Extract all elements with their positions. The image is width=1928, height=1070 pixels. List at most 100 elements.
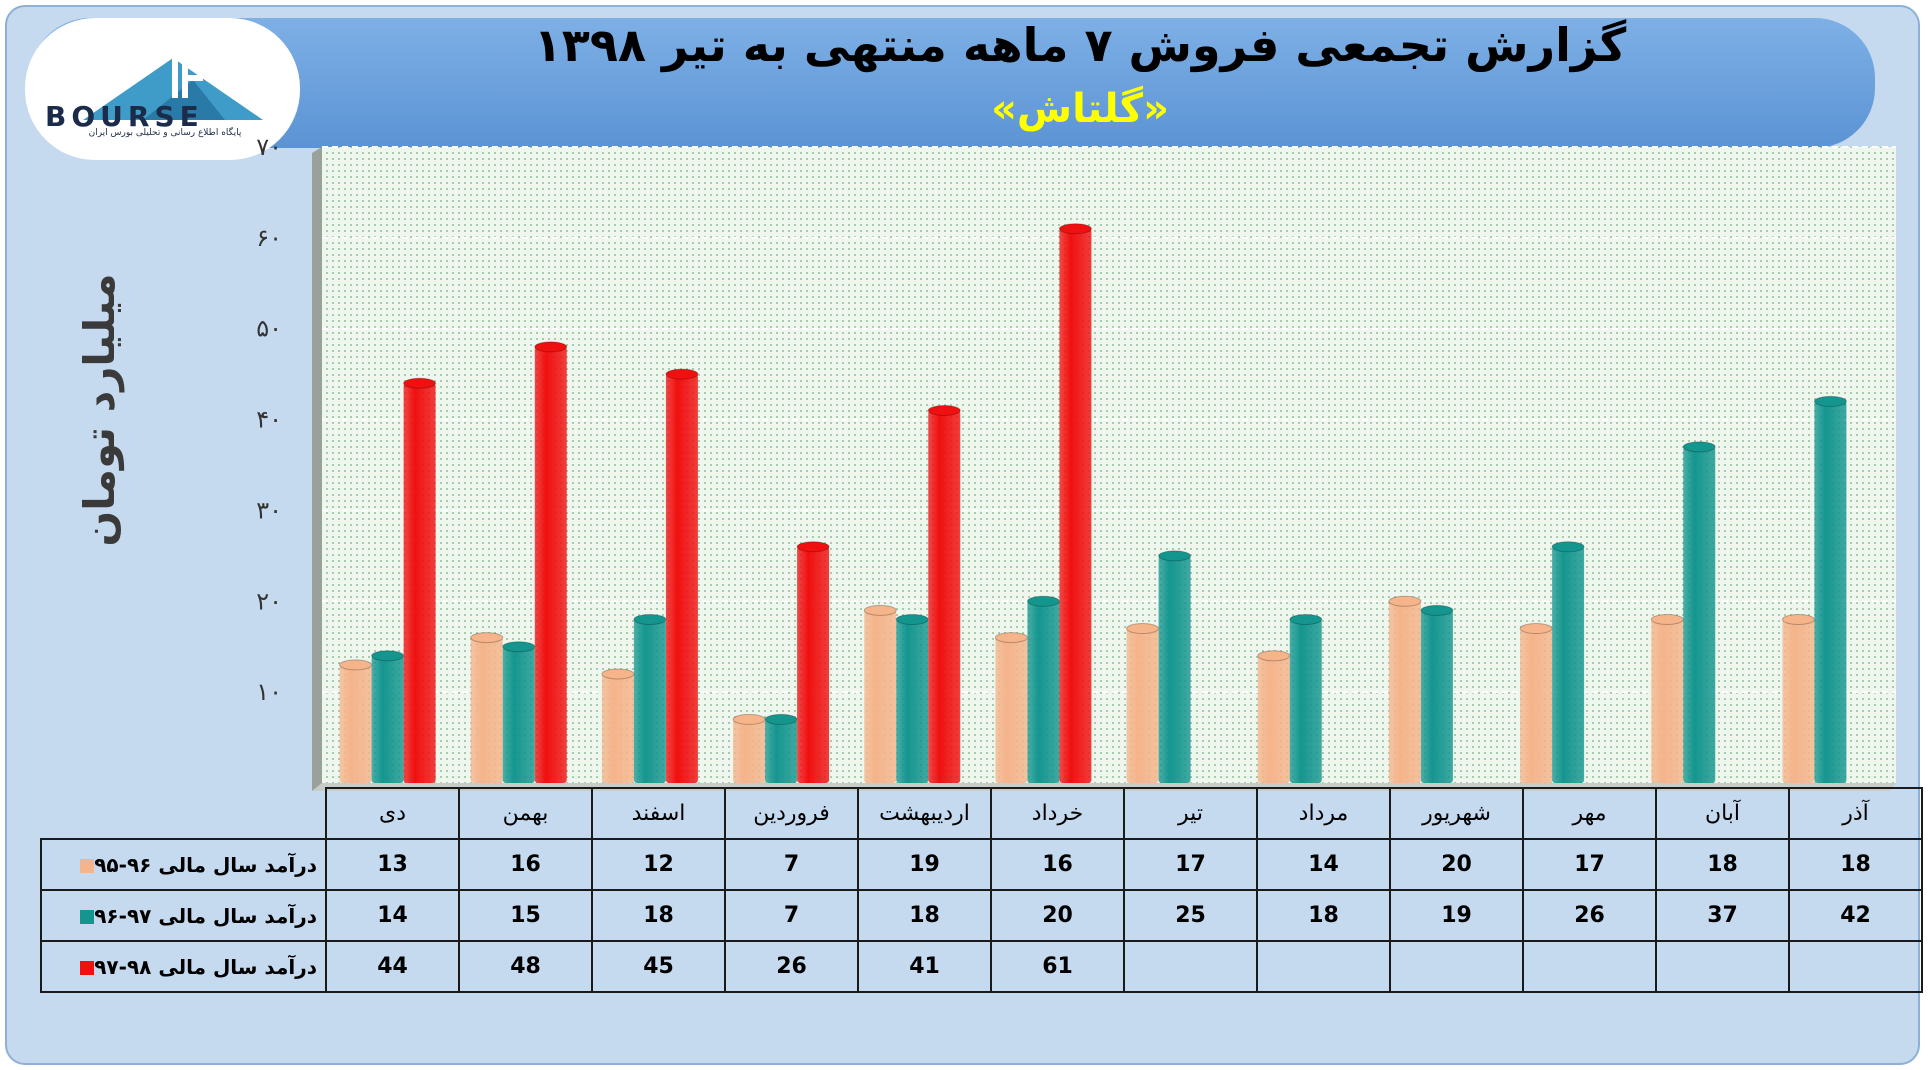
table-cell: 18 <box>1256 889 1391 942</box>
table-cell <box>1256 940 1391 993</box>
month-label: اسفند <box>591 787 726 840</box>
bar-top <box>1289 613 1323 625</box>
bar <box>1158 555 1191 783</box>
table-cell: 41 <box>857 940 992 993</box>
bar-top <box>1126 623 1160 635</box>
bar <box>797 546 830 783</box>
table-cell: 26 <box>724 940 859 993</box>
table-corner <box>41 788 327 840</box>
bar <box>1420 610 1453 783</box>
bar-top <box>1551 541 1585 553</box>
month-label: اردیبهشت <box>857 787 992 840</box>
legend-label: درآمد سال مالی ۹۶-۹۵ <box>94 852 317 877</box>
legend-label: درآمد سال مالی ۹۷-۹۶ <box>94 903 317 928</box>
bar-top <box>732 713 766 725</box>
table-row: درآمد سال مالی ۹۷-۹۶ 14 15 18 7 18 20 25 18 19 26 3… <box>40 889 1923 942</box>
month-label: دی <box>325 787 460 840</box>
table-header-row: دی بهمن اسفند فروردین اردیبهشت خرداد تیر مرداد ش… <box>41 787 1923 840</box>
table-cell: 17 <box>1522 838 1657 891</box>
bar <box>633 619 666 783</box>
bar-top <box>994 632 1028 644</box>
bar <box>864 610 897 783</box>
month-label: مرداد <box>1256 787 1391 840</box>
table-cell: 26 <box>1522 889 1657 942</box>
bar <box>1388 601 1421 783</box>
bar-top <box>665 368 699 380</box>
bar-top <box>1650 613 1684 625</box>
chart-title: گزارش تجمعی فروش ۷ ماهه منتهی به تیر ۱۳۹… <box>533 18 1627 72</box>
logo <box>25 18 300 160</box>
table-cell: 18 <box>1655 838 1790 891</box>
table-cell: 14 <box>325 889 460 942</box>
table-cell: 25 <box>1123 889 1258 942</box>
table-row: درآمد سال مالی ۹۸-۹۷ 44 48 45 26 41 61 <box>40 940 1923 993</box>
bar-top <box>1158 550 1192 562</box>
bar-top <box>895 613 929 625</box>
table-cell: 20 <box>990 889 1125 942</box>
legend-swatch <box>80 961 95 975</box>
chart-subtitle: «گلتاش» <box>991 86 1169 132</box>
y-tick-label: ۵۰ <box>256 315 282 343</box>
table-cell: 16 <box>458 838 593 891</box>
table-cell: 19 <box>1389 889 1524 942</box>
logo-subtitle: پایگاه اطلاع رسانی و تحلیلی بورس ایران <box>88 128 242 138</box>
month-label: مهر <box>1522 787 1657 840</box>
bar-top <box>633 613 667 625</box>
bar-top <box>371 650 405 662</box>
bar <box>1257 655 1290 783</box>
bar <box>502 646 535 783</box>
table-cell: 14 <box>1256 838 1391 891</box>
bar <box>1027 601 1060 783</box>
bar-top <box>1682 441 1716 453</box>
y-tick-label: ۳۰ <box>256 496 282 524</box>
bar <box>1520 628 1553 783</box>
table-cell: 19 <box>857 838 992 891</box>
bar-top <box>1257 650 1291 662</box>
table-cell: 18 <box>857 889 992 942</box>
month-label: آذر <box>1788 787 1923 840</box>
month-label: خرداد <box>990 787 1125 840</box>
bar-top <box>1420 604 1454 616</box>
legend-label: درآمد سال مالی ۹۸-۹۷ <box>94 954 317 979</box>
table-cell: 7 <box>724 889 859 942</box>
table-cell: 44 <box>325 940 460 993</box>
bar-top <box>1026 595 1060 607</box>
table-cell: 7 <box>724 838 859 891</box>
table-cell: 61 <box>990 940 1125 993</box>
bar <box>371 655 404 783</box>
bar-top <box>470 632 504 644</box>
legend-entry: درآمد سال مالی ۹۶-۹۵ <box>40 838 327 891</box>
y-tick-label: ۷۰ <box>256 133 282 161</box>
table-cell: 16 <box>990 838 1125 891</box>
bar-top <box>1519 623 1553 635</box>
table-cell: 15 <box>458 889 593 942</box>
y-tick-label: ۱۰ <box>256 678 282 706</box>
legend-entry: درآمد سال مالی ۹۷-۹۶ <box>40 889 327 942</box>
bar <box>733 719 766 783</box>
bar-top <box>1781 613 1815 625</box>
bar <box>403 383 436 783</box>
data-table: دی بهمن اسفند فروردین اردیبهشت خرداد تیر مرداد ش… <box>40 787 1923 993</box>
bar <box>1552 546 1585 783</box>
month-label: فروردین <box>724 787 859 840</box>
table-cell <box>1123 940 1258 993</box>
bar-top <box>534 341 568 353</box>
month-label: بهمن <box>458 787 593 840</box>
bar-top <box>601 668 635 680</box>
logo-text: BOURSE <box>45 100 204 133</box>
legend-swatch <box>80 910 95 924</box>
table-row: درآمد سال مالی ۹۶-۹۵ 13 16 12 7 19 16 17 14 20 17 1… <box>40 838 1923 891</box>
table-cell <box>1389 940 1524 993</box>
bar-top <box>1388 595 1422 607</box>
table-cell <box>1655 940 1790 993</box>
table-cell: 42 <box>1788 889 1923 942</box>
bar-top <box>1058 223 1092 235</box>
bar-top <box>339 659 373 671</box>
bar-top <box>403 377 437 389</box>
bar <box>928 410 961 783</box>
bar <box>896 619 929 783</box>
bar <box>765 719 798 783</box>
y-tick-label: ۴۰ <box>256 406 282 434</box>
logo-mark-icon <box>83 42 263 120</box>
